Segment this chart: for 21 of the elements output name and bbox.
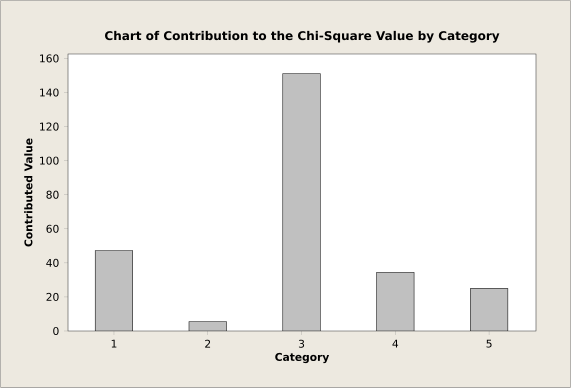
bar xyxy=(376,272,414,331)
x-axis-title: Category xyxy=(275,352,330,364)
x-tick-label: 2 xyxy=(205,340,210,348)
x-tick-label: 4 xyxy=(392,340,398,348)
y-axis-title: Contributed Value xyxy=(24,138,32,246)
x-tick-label: 3 xyxy=(298,340,304,348)
y-tick-label: 120 xyxy=(40,122,59,131)
y-tick-label: 60 xyxy=(46,224,59,233)
y-tick-label: 160 xyxy=(40,54,59,62)
chart-title: Chart of Contribution to the Chi-Square Value by Category xyxy=(105,30,500,43)
y-tick-label: 140 xyxy=(40,88,59,97)
y-tick-label: 100 xyxy=(40,156,59,165)
bar xyxy=(282,73,321,331)
bar xyxy=(470,288,508,331)
bar xyxy=(94,250,133,331)
y-tick-label: 20 xyxy=(46,292,59,301)
x-tick-label: 1 xyxy=(112,340,116,348)
y-tick-label: 40 xyxy=(46,258,59,267)
y-tick-label: 80 xyxy=(46,190,59,199)
x-tick-label: 5 xyxy=(486,340,492,348)
y-tick-label: 0 xyxy=(53,326,59,336)
